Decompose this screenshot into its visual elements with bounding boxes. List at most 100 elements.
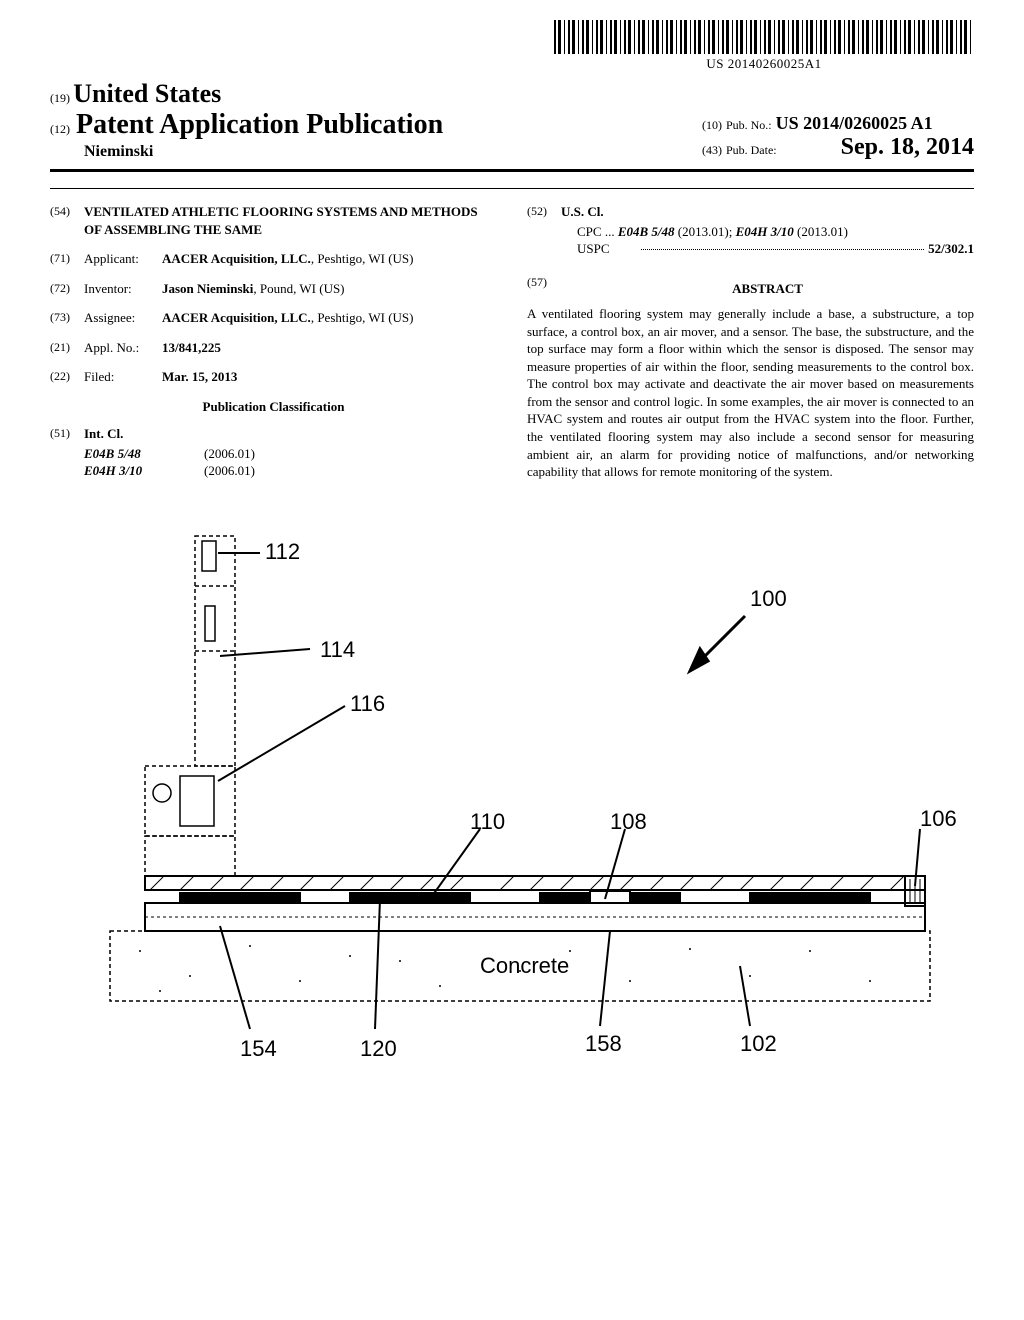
applno-label: Appl. No.: [84,339,162,357]
intcl-num: (51) [50,425,84,443]
intcl-row: E04H 3/10 (2006.01) [84,462,497,480]
barcode: US 20140260025A1 [554,20,974,72]
pub-date: Sep. 18, 2014 [841,134,974,160]
divider-thin [50,188,974,189]
ref-116: 116 [350,691,385,717]
applicant-num: (71) [50,250,84,268]
cpc-year-2: (2013.01) [797,224,848,239]
cpc-ellipsis: ... [605,224,615,239]
intcl-row: E04B 5/48 (2006.01) [84,445,497,463]
uscl-label: U.S. Cl. [561,203,974,221]
ref-108: 108 [610,809,647,835]
intcl-year: (2006.01) [204,445,255,463]
assignee-label: Assignee: [84,309,162,327]
intcl-field: (51) Int. Cl. [50,425,497,443]
inventor-loc: , Pound, WI (US) [253,281,344,296]
filed-label: Filed: [84,368,162,386]
applicant-label: Applicant: [84,250,162,268]
ref-158: 158 [585,1031,622,1057]
uscl-num: (52) [527,203,561,221]
pub-class-heading: Publication Classification [50,398,497,416]
inventor-name: Jason Nieminski [162,281,253,296]
jurisdiction: United States [73,79,221,108]
applno-num: (21) [50,339,84,357]
barcode-stripes [554,20,974,54]
cpc-code-2: E04H 3/10 [736,224,794,239]
concrete-label: Concrete [480,953,569,978]
assignee-loc: , Peshtigo, WI (US) [311,310,414,325]
pub-date-line: (43) Pub. Date: Sep. 18, 2014 [702,134,974,161]
assignee-value: AACER Acquisition, LLC., Peshtigo, WI (U… [162,309,497,327]
applicant-field: (71) Applicant: AACER Acquisition, LLC.,… [50,250,497,268]
intcl-year: (2006.01) [204,462,255,480]
cpc-year-1: (2013.01); [678,224,733,239]
ref-100: 100 [750,586,787,612]
cpc-line: CPC ... E04B 5/48 (2013.01); E04H 3/10 (… [527,223,974,241]
applicant-loc: , Peshtigo, WI (US) [311,251,414,266]
intcl-code: E04H 3/10 [84,462,204,480]
patent-figure: Concrete 112 114 116 100 110 108 106 154… [50,531,974,1091]
inventor-value: Jason Nieminski, Pound, WI (US) [162,280,497,298]
ref-106: 106 [920,806,957,832]
header-row: (12) Patent Application Publication Niem… [50,109,974,161]
uspc-dots [641,240,924,250]
ref-112: 112 [265,539,300,565]
pub-date-prefix: (43) [702,143,722,157]
pub-prefix: (12) [50,122,70,137]
applicant-value: AACER Acquisition, LLC., Peshtigo, WI (U… [162,250,497,268]
author: Nieminski [50,143,443,161]
cpc-code-1: E04B 5/48 [618,224,675,239]
filed-field: (22) Filed: Mar. 15, 2013 [50,368,497,386]
abstract-heading: ABSTRACT [561,280,974,298]
filed-value: Mar. 15, 2013 [162,368,497,386]
ref-154: 154 [240,1036,277,1062]
intcl-code: E04B 5/48 [84,445,204,463]
assignee-field: (73) Assignee: AACER Acquisition, LLC., … [50,309,497,327]
assignee-name: AACER Acquisition, LLC. [162,310,311,325]
header-left: (12) Patent Application Publication Niem… [50,109,443,161]
intcl-label: Int. Cl. [84,425,497,443]
ref-120: 120 [360,1036,397,1062]
pub-no-line: (10) Pub. No.: US 2014/0260025 A1 [702,113,974,134]
applno-field: (21) Appl. No.: 13/841,225 [50,339,497,357]
applno-value: 13/841,225 [162,339,497,357]
biblio-columns: (54) VENTILATED ATHLETIC FLOORING SYSTEM… [50,203,974,481]
pub-no: US 2014/0260025 A1 [776,113,933,133]
filed-num: (22) [50,368,84,386]
uspc-value: 52/302.1 [928,240,974,258]
uscl-field: (52) U.S. Cl. [527,203,974,221]
applicant-name: AACER Acquisition, LLC. [162,251,311,266]
inventor-num: (72) [50,280,84,298]
left-column: (54) VENTILATED ATHLETIC FLOORING SYSTEM… [50,203,497,481]
right-column: (52) U.S. Cl. CPC ... E04B 5/48 (2013.01… [527,203,974,481]
divider-thick [50,169,974,172]
uspc-label: USPC [577,240,637,258]
title-field: (54) VENTILATED ATHLETIC FLOORING SYSTEM… [50,203,497,238]
ref-114: 114 [320,637,355,663]
inventor-label: Inventor: [84,280,162,298]
pub-no-label: Pub. No.: [726,118,772,132]
abstract-num: (57) [527,274,561,306]
title-num: (54) [50,203,84,238]
assignee-num: (73) [50,309,84,327]
abstract-header: (57) ABSTRACT [527,274,974,306]
intcl-list: E04B 5/48 (2006.01) E04H 3/10 (2006.01) [50,445,497,480]
cpc-label: CPC [577,224,602,239]
inventor-field: (72) Inventor: Jason Nieminski, Pound, W… [50,280,497,298]
barcode-text: US 20140260025A1 [554,56,974,72]
jurisdiction-line: (19) United States [50,79,974,109]
abstract-body: A ventilated flooring system may general… [527,305,974,480]
uspc-line: USPC 52/302.1 [527,240,974,258]
ref-110: 110 [470,809,505,835]
ref-102: 102 [740,1031,777,1057]
pub-line: (12) Patent Application Publication [50,109,443,141]
header: (19) United States (12) Patent Applicati… [50,79,974,161]
invention-title: VENTILATED ATHLETIC FLOORING SYSTEMS AND… [84,203,497,238]
header-right: (10) Pub. No.: US 2014/0260025 A1 (43) P… [702,113,974,161]
jurisdiction-prefix: (19) [50,91,70,105]
barcode-area: US 20140260025A1 [50,20,974,73]
pub-no-prefix: (10) [702,118,722,132]
figure-svg: Concrete [50,531,974,1091]
pub-date-label: Pub. Date: [726,143,777,157]
pub-title: Patent Application Publication [76,109,443,141]
